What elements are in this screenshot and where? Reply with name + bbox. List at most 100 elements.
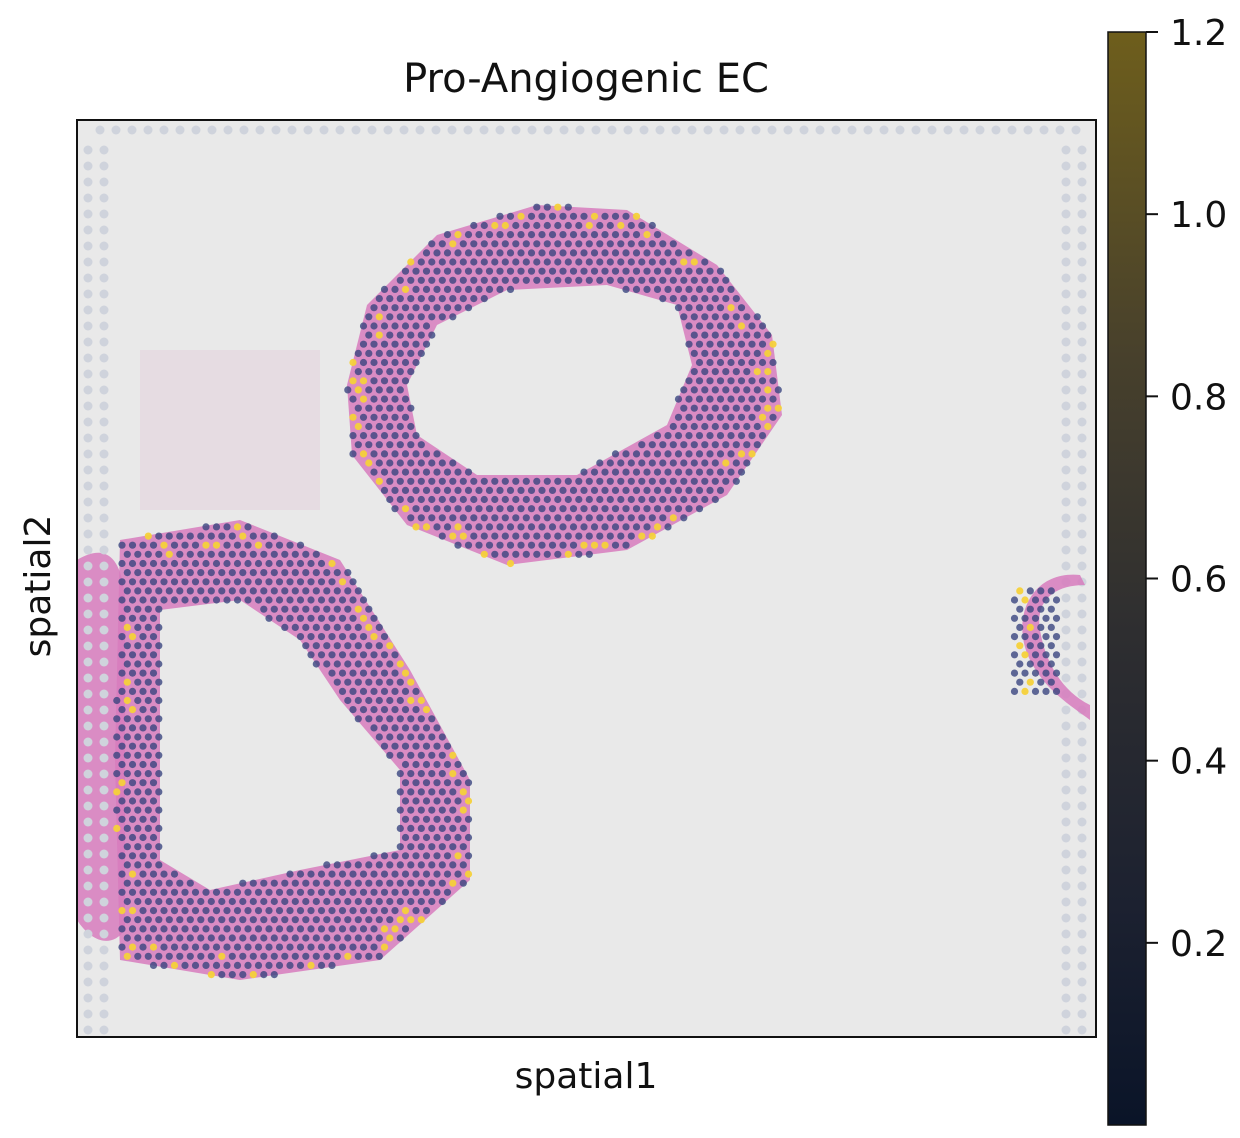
- spot-low-value: [396, 386, 404, 394]
- spot-low-value: [769, 395, 777, 403]
- spot-low-value: [139, 888, 147, 896]
- spot-low-value: [585, 514, 593, 522]
- spot-low-value: [480, 495, 488, 504]
- spot-low-value: [380, 888, 389, 896]
- spot-high-value: [359, 395, 368, 403]
- spot-low-value: [695, 304, 704, 312]
- spot-low-value: [123, 934, 131, 942]
- spot-high-value: [638, 532, 646, 540]
- spot-low-value: [480, 532, 488, 540]
- spot-low-value: [548, 249, 557, 257]
- spot-low-value: [1021, 614, 1029, 622]
- spot-low-value: [701, 386, 709, 394]
- spot-low-value: [118, 888, 126, 896]
- spot-low-value: [275, 961, 284, 970]
- spot-low-value: [228, 569, 236, 577]
- spot-low-value: [170, 578, 179, 586]
- spot-low-value: [228, 532, 236, 540]
- spot-low-value: [407, 368, 415, 376]
- spot-low-value: [606, 221, 614, 230]
- spot-high-value: [1021, 596, 1029, 604]
- spot-low-value: [685, 322, 693, 330]
- spot-high-value: [501, 221, 509, 230]
- spot-low-value: [643, 505, 651, 513]
- spot-high-value: [632, 212, 641, 220]
- spot-low-value: [690, 422, 698, 431]
- spot-low-value: [391, 888, 399, 896]
- spot-low-value: [412, 267, 420, 275]
- spot-low-value: [422, 450, 431, 458]
- spot-low-value: [197, 952, 205, 960]
- fiducial-spot: [959, 125, 969, 135]
- spot-low-value: [417, 514, 425, 522]
- fiducial-spot: [1077, 545, 1087, 555]
- spot-low-value: [664, 523, 672, 531]
- spot-low-value: [359, 413, 368, 421]
- spot-low-value: [485, 541, 494, 549]
- spot-low-value: [118, 852, 126, 860]
- fiducial-spot: [271, 125, 281, 135]
- spot-low-value: [265, 578, 273, 586]
- spot-low-value: [1026, 642, 1034, 650]
- spot-low-value: [459, 477, 467, 485]
- spot-low-value: [155, 660, 163, 668]
- spot-high-value: [118, 779, 126, 787]
- spot-low-value: [233, 596, 242, 604]
- spot-low-value: [580, 249, 588, 257]
- fiducial-spot: [83, 1025, 93, 1035]
- spot-low-value: [606, 514, 614, 522]
- spot-low-value: [575, 532, 583, 540]
- fiducial-spot: [83, 609, 93, 619]
- spot-low-value: [349, 395, 357, 403]
- fiducial-spot: [99, 209, 109, 219]
- spot-low-value: [659, 240, 667, 248]
- spot-low-value: [375, 459, 383, 467]
- spot-low-value: [601, 267, 609, 275]
- fiducial-spot: [99, 321, 109, 331]
- spot-low-value: [401, 304, 410, 312]
- spot-low-value: [128, 925, 137, 933]
- spot-low-value: [1047, 660, 1055, 668]
- spot-low-value: [412, 486, 420, 494]
- spot-low-value: [380, 669, 389, 677]
- spot-low-value: [134, 678, 142, 686]
- spot-low-value: [191, 596, 200, 604]
- spot-low-value: [543, 532, 551, 540]
- fiducial-spot: [99, 769, 109, 779]
- spot-low-value: [648, 258, 656, 266]
- spot-low-value: [422, 907, 431, 915]
- spot-low-value: [711, 349, 719, 357]
- fiducial-spot: [383, 125, 393, 135]
- spot-high-value: [354, 422, 362, 431]
- spot-low-value: [265, 614, 273, 622]
- spot-low-value: [123, 569, 131, 577]
- spot-low-value: [485, 249, 494, 257]
- spot-low-value: [596, 459, 604, 467]
- spot-low-value: [711, 313, 719, 321]
- spot-low-value: [443, 285, 452, 293]
- spot-low-value: [144, 824, 152, 833]
- spot-low-value: [454, 267, 462, 275]
- fiducial-spot: [83, 769, 93, 779]
- spot-low-value: [333, 660, 341, 668]
- spot-low-value: [470, 532, 478, 540]
- spot-high-value: [123, 696, 131, 705]
- spot-low-value: [428, 477, 436, 485]
- spot-low-value: [396, 715, 404, 723]
- spot-low-value: [464, 852, 473, 860]
- spot-low-value: [118, 833, 126, 842]
- spot-low-value: [422, 797, 431, 805]
- spot-low-value: [449, 861, 457, 869]
- spot-low-value: [128, 614, 137, 622]
- spot-low-value: [732, 477, 740, 485]
- spot-low-value: [228, 952, 236, 960]
- spot-low-value: [139, 706, 147, 714]
- spot-low-value: [1042, 614, 1050, 622]
- spot-low-value: [727, 285, 735, 293]
- spot-high-value: [464, 797, 473, 805]
- spot-low-value: [165, 952, 173, 960]
- fiducial-spot: [99, 417, 109, 427]
- fiducial-spot: [351, 125, 361, 135]
- spot-low-value: [1047, 605, 1055, 613]
- spot-low-value: [123, 879, 131, 887]
